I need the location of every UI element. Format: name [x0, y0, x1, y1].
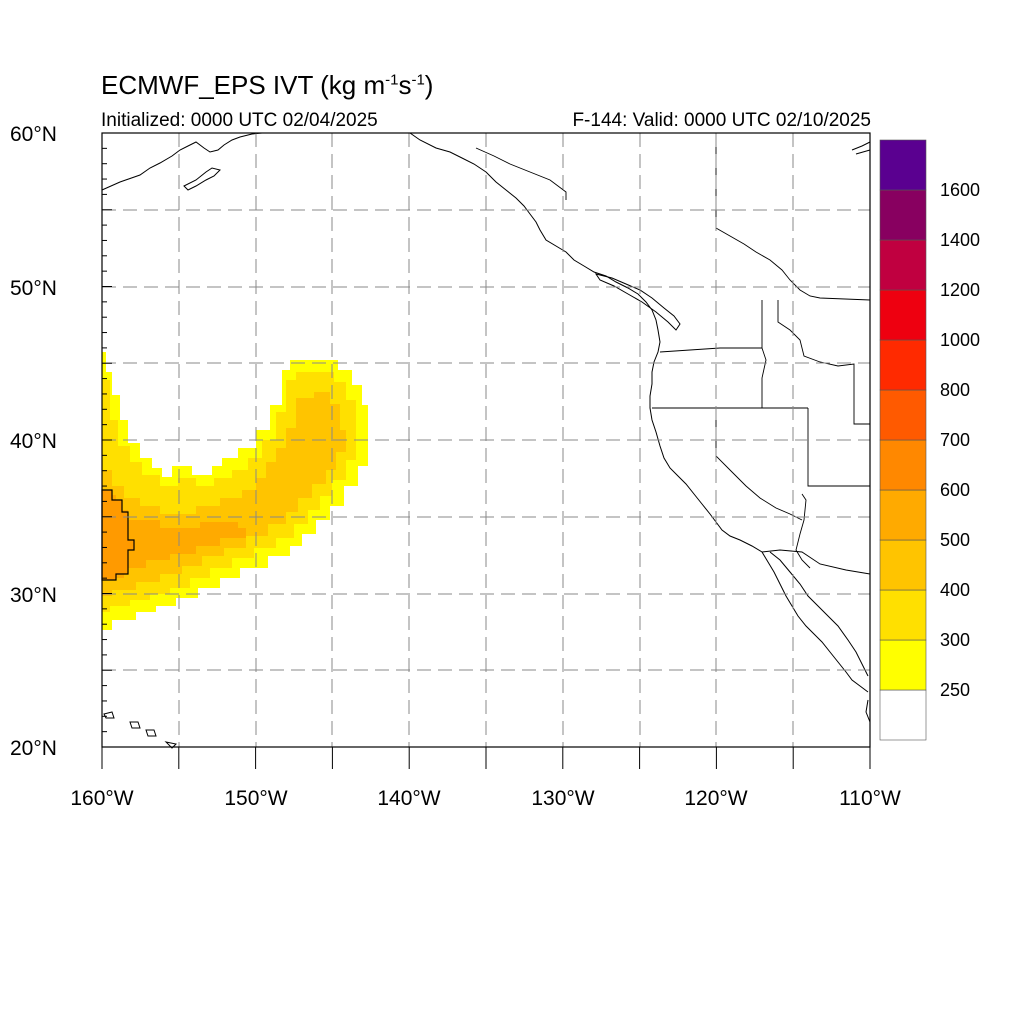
initialized-time: Initialized: 0000 UTC 02/04/2025 — [101, 110, 378, 131]
bc-alaska-border — [475, 147, 567, 200]
colorbar-label: 500 — [940, 530, 970, 550]
lon-label-110: 110°W — [839, 787, 901, 810]
az-border — [807, 408, 870, 487]
colorbar-label: 800 — [940, 380, 970, 400]
graticule — [102, 133, 870, 747]
colorbar-label: 700 — [940, 430, 970, 450]
alaska-islands — [183, 167, 221, 191]
idaho-border — [761, 300, 767, 408]
latitude-labels: 60°N 50°N 40°N 30°N 20°N — [10, 123, 57, 760]
lat-label-30: 30°N — [10, 584, 57, 607]
colorbar-bin — [879, 589, 927, 641]
colorbar-label: 1400 — [940, 230, 980, 250]
lon-label-120: 120°W — [684, 787, 747, 810]
ca-az-border — [795, 493, 811, 569]
state-borders — [475, 133, 871, 575]
coastlines — [101, 132, 871, 749]
colorbar-label: 1600 — [940, 180, 980, 200]
colorbar-bin — [879, 139, 927, 191]
colorbar-bin — [879, 539, 927, 591]
lat-label-50: 50°N — [10, 277, 57, 300]
wa-or-border — [659, 347, 762, 353]
lon-label-150: 150°W — [224, 787, 287, 810]
valid-time: F-144: Valid: 0000 UTC 02/10/2025 — [572, 110, 871, 131]
colorbar-bin — [879, 439, 927, 491]
ivt-contour-600 — [101, 489, 135, 581]
us-mexico-border — [761, 549, 871, 575]
colorbar-bin — [879, 389, 927, 441]
longitude-labels: 160°W 150°W 140°W 130°W 120°W 110°W — [70, 787, 901, 810]
colorbar-bin — [879, 239, 927, 291]
canada-us-border — [715, 133, 871, 301]
colorbar-bin — [879, 489, 927, 541]
colorbar-label: 1000 — [940, 330, 980, 350]
ivt-contour-500 — [102, 495, 246, 578]
lon-label-160: 160°W — [70, 787, 133, 810]
map-title: ECMWF_EPS IVT (kg m-1s-1) — [101, 70, 434, 100]
colorbar: 250 300 400 500 600 700 800 1000 1200 1400 1600 — [879, 139, 980, 741]
nv-border — [715, 408, 803, 521]
colorbar-label: 400 — [940, 580, 970, 600]
alaska-coast — [101, 132, 263, 191]
axis-ticks — [101, 132, 871, 769]
baja-coast — [769, 551, 869, 677]
pacific-northwest-coast — [409, 132, 869, 693]
colorbar-label: 300 — [940, 630, 970, 650]
colorbar-bin — [879, 289, 927, 341]
id-mt-border — [777, 300, 870, 425]
colorbar-bin — [879, 339, 927, 391]
ivt-field — [101, 352, 368, 630]
lon-label-140: 140°W — [377, 787, 440, 810]
colorbar-bin — [879, 639, 927, 691]
lat-label-60: 60°N — [10, 123, 57, 146]
colorbar-bin — [879, 189, 927, 241]
colorbar-label: 1200 — [940, 280, 980, 300]
vancouver-island — [594, 273, 681, 331]
lat-label-20: 20°N — [10, 737, 57, 760]
hawaii — [103, 711, 178, 749]
greatlake — [851, 141, 871, 155]
colorbar-bin — [879, 689, 927, 741]
lon-label-130: 130°W — [531, 787, 594, 810]
lat-label-40: 40°N — [10, 430, 57, 453]
colorbar-label: 250 — [940, 680, 970, 700]
mexico-mainland — [865, 699, 871, 723]
colorbar-label: 600 — [940, 480, 970, 500]
